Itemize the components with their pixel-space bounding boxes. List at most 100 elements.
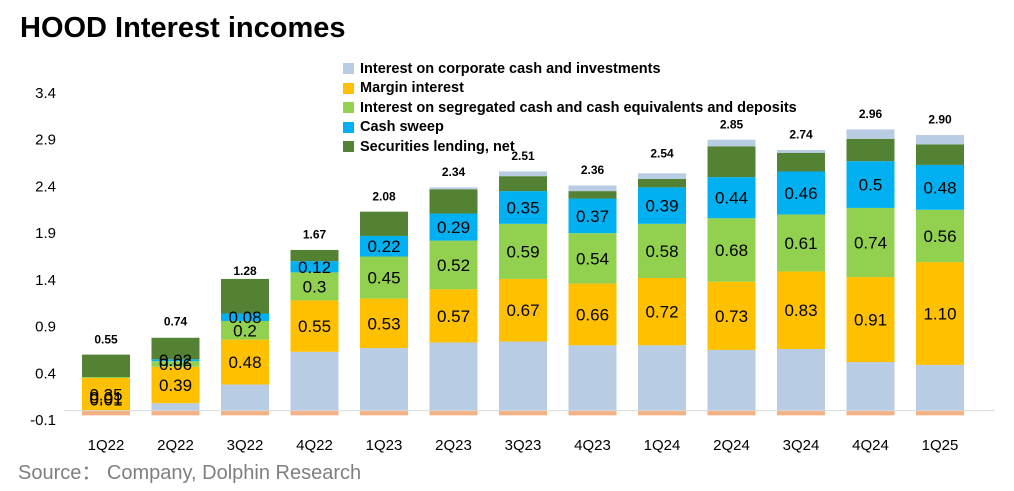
x-tick-label: 2Q24 <box>713 437 750 454</box>
bar-segment-negative <box>499 410 547 416</box>
bar-segment <box>846 129 895 139</box>
x-tick-label: 1Q23 <box>366 437 403 454</box>
bar-total-label: 2.08 <box>372 189 396 203</box>
y-tick-label: 1.4 <box>35 272 56 289</box>
bar-segment <box>360 298 408 349</box>
bar-segment-negative <box>638 410 686 416</box>
bar-segment-negative <box>429 410 478 416</box>
bar-segment <box>707 139 756 147</box>
bar-segment <box>82 377 130 411</box>
bar-data-label: 0.53 <box>367 314 400 333</box>
bar-segment <box>221 313 269 321</box>
bar-segment <box>290 272 339 301</box>
x-tick-label: 3Q23 <box>505 437 542 454</box>
bar-segment <box>360 348 408 411</box>
bar-data-label: 0.29 <box>437 218 470 237</box>
bar-segment <box>707 146 756 178</box>
bar-data-label: 0.39 <box>645 197 678 216</box>
bar-data-label: 0.68 <box>715 241 748 260</box>
x-tick-label: 3Q22 <box>227 437 264 454</box>
bar-data-label: 0.01 <box>89 389 122 408</box>
bar-data-label: 0.5 <box>859 176 883 195</box>
source-note: Source： Company, Dolphin Research <box>18 462 362 484</box>
bar-segment <box>916 135 964 145</box>
legend-item-securities: Securities lending, net <box>343 137 797 157</box>
bar-segment <box>290 261 339 273</box>
x-tick-label: 4Q22 <box>296 437 333 454</box>
bar-segment <box>638 173 686 179</box>
legend-item-sweep: Cash sweep <box>343 118 797 138</box>
bar-segment <box>777 348 825 411</box>
bar-segment <box>846 207 895 278</box>
bar-data-label: 0.35 <box>89 385 122 404</box>
bar-data-label: 0.83 <box>784 301 817 320</box>
bar-data-label: 0.55 <box>298 317 331 336</box>
bar-segment <box>568 198 617 234</box>
bar-segment <box>82 354 130 378</box>
bar-segment <box>151 359 200 362</box>
bar-segment <box>777 214 825 272</box>
bar-data-label: 0.39 <box>159 376 192 395</box>
bar-data-label: 0.08 <box>228 308 261 327</box>
bar-segment-negative <box>777 410 825 416</box>
bar-segment <box>916 364 964 411</box>
bar-data-label: 0.44 <box>715 189 748 208</box>
legend-label-securities: Securities lending, net <box>360 138 515 155</box>
bar-data-label: 0.06 <box>159 355 192 374</box>
bar-segment <box>151 337 200 360</box>
y-tick-label: -0.1 <box>30 412 56 429</box>
y-tick-label: 2.9 <box>35 132 56 149</box>
bar-total-label: 1.67 <box>303 228 327 242</box>
bar-segment <box>568 185 617 192</box>
bar-segment <box>846 362 895 411</box>
bar-total-label: 2.96 <box>859 107 883 121</box>
legend-label-segregated: Interest on segregated cash and cash equ… <box>360 99 797 116</box>
legend-swatch-securities <box>343 141 354 153</box>
bar-segment <box>638 277 686 346</box>
bar-segment <box>151 403 200 411</box>
bars-layer <box>82 129 964 416</box>
bar-segment <box>151 366 200 404</box>
bar-segment <box>707 177 756 219</box>
bar-segment <box>221 339 269 385</box>
bar-segment <box>707 281 756 350</box>
bar-segment <box>568 233 617 284</box>
legend-item-segregated: Interest on segregated cash and cash equ… <box>343 98 797 118</box>
chart-title: HOOD Interest incomes <box>20 12 346 44</box>
bar-data-label: 0.52 <box>437 256 470 275</box>
y-tick-label: 2.4 <box>35 178 56 195</box>
legend-item-margin: Margin interest <box>343 79 797 99</box>
bar-data-label: 0.73 <box>715 307 748 326</box>
bar-data-label: 0.72 <box>645 303 678 322</box>
bar-segment <box>638 223 686 278</box>
bar-total-label: 2.51 <box>511 149 535 163</box>
bar-segment <box>499 191 547 224</box>
bar-total-label: 0.55 <box>94 332 118 346</box>
bar-segment <box>916 164 964 210</box>
bar-segment <box>499 341 547 411</box>
bar-segment <box>221 278 269 314</box>
legend-swatch-margin <box>343 82 354 94</box>
bar-segment <box>429 342 478 411</box>
bar-segment <box>568 283 617 346</box>
bar-total-label: 2.90 <box>928 113 952 127</box>
bar-segment <box>290 351 339 411</box>
bar-segment <box>429 240 478 290</box>
bar-data-label: 0.45 <box>367 269 400 288</box>
bar-data-label: 0.22 <box>367 237 400 256</box>
y-tick-label: 0.9 <box>35 319 56 336</box>
bar-segment <box>777 149 825 153</box>
legend-swatch-segregated <box>343 102 354 114</box>
bar-data-label: 0.48 <box>228 353 261 372</box>
bar-segment <box>429 213 478 241</box>
bar-segment <box>290 300 339 352</box>
axis-layer: 3.4 2.9 2.4 1.9 1.4 0.9 0.4 -0.1 1Q22 2Q22 3Q22 4Q2… <box>30 85 995 454</box>
y-tick-label: 1.9 <box>35 225 56 242</box>
bar-segment <box>429 189 478 214</box>
bar-segment <box>568 191 617 199</box>
bar-segment <box>221 320 269 340</box>
bar-data-label: 0.54 <box>576 249 609 268</box>
bar-segment-negative <box>568 410 617 416</box>
bar-data-label: 0.56 <box>923 227 956 246</box>
